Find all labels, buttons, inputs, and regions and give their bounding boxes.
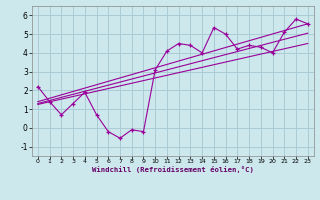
X-axis label: Windchill (Refroidissement éolien,°C): Windchill (Refroidissement éolien,°C) — [92, 166, 254, 173]
